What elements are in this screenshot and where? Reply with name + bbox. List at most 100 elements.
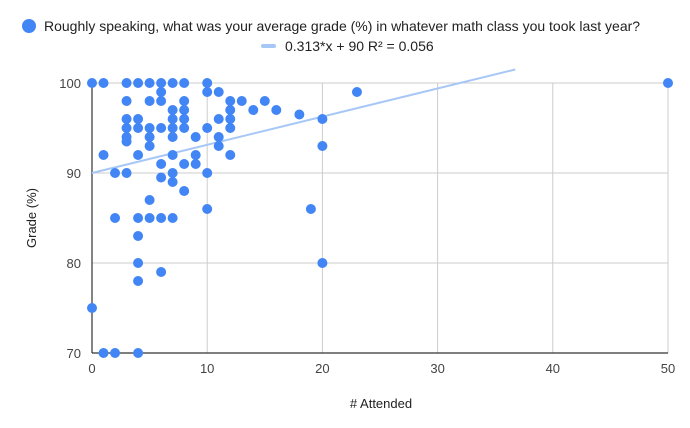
x-tick-label: 0 [88,361,95,376]
data-point [121,123,132,133]
data-points [87,78,673,358]
legend-series-label: Roughly speaking, what was your average … [44,18,640,34]
data-point [202,87,213,97]
data-point [156,172,167,183]
y-tick-label: 70 [67,346,81,361]
data-point [133,276,144,286]
data-point [110,213,121,223]
legend-trendline-label: 0.313*x + 90 R² = 0.056 [285,38,434,54]
data-point [236,96,247,106]
trendline-layer [91,68,516,174]
legend-series-marker [22,19,36,33]
data-point [179,159,190,169]
data-point [87,303,97,313]
gridlines [91,82,669,354]
data-point [121,96,132,106]
data-point [179,114,190,124]
data-point [225,150,236,160]
x-tick-label: 30 [430,361,444,376]
x-tick-label: 40 [546,361,560,376]
x-tick-label: 50 [661,361,675,376]
data-point [190,132,201,142]
data-point [663,78,673,88]
data-point [156,96,167,106]
data-point [144,141,155,151]
data-point [110,168,121,178]
data-point [98,78,109,88]
data-point [144,195,155,205]
y-tick-label: 80 [67,256,81,271]
data-point [317,258,328,268]
data-point [133,123,144,133]
data-point [167,168,178,178]
x-tick-label: 10 [200,361,214,376]
data-point [213,114,224,124]
data-point [167,78,178,88]
y-axis-title: Grade (%) [24,188,39,248]
data-point [248,105,259,115]
data-point [202,123,213,133]
data-point [133,213,144,223]
data-point [213,132,224,142]
data-point [110,348,121,358]
data-point [144,132,155,142]
data-point [225,123,236,133]
x-axis-title: # Attended [350,396,412,411]
data-point [98,348,109,358]
data-point [202,78,213,88]
data-point [121,78,132,88]
data-point [202,204,213,214]
data-point [156,87,167,97]
data-point [144,96,155,106]
data-point [144,213,155,223]
data-point [351,87,362,97]
data-point [144,123,155,133]
data-point [213,87,224,97]
data-point [87,78,97,88]
x-tick-label: 20 [315,361,329,376]
data-point [317,114,328,124]
data-point [167,150,178,160]
data-point [167,123,178,133]
legend: Roughly speaking, what was your average … [22,18,640,54]
data-point [225,96,236,106]
data-point [133,78,144,88]
data-point [225,105,236,115]
data-point [213,141,224,151]
data-point [98,150,109,160]
data-point [179,123,190,133]
data-point [259,96,270,106]
data-point [179,78,190,88]
data-point [167,177,178,187]
data-point [190,159,201,169]
axis-lines [91,83,668,354]
trendline [91,68,516,174]
y-tick-labels: 70 80 90 100 [59,76,81,361]
data-point [190,150,201,160]
data-point [305,204,316,214]
data-point [133,231,144,241]
data-point [144,78,155,88]
data-point [294,109,305,120]
data-point [202,168,213,178]
y-tick-label: 100 [59,76,81,91]
data-point [179,96,190,106]
data-point [225,114,236,124]
data-point [156,267,167,277]
data-point [133,114,144,124]
data-point [179,105,190,115]
data-point [133,150,144,160]
legend-trendline-marker [261,44,276,48]
data-point [167,213,178,223]
data-point [133,258,144,268]
data-point [317,141,328,151]
data-point [121,114,132,124]
data-point [167,105,178,115]
x-tick-labels: 0 10 20 30 40 50 [88,361,675,376]
data-point [156,213,167,223]
data-point [121,136,132,147]
data-point [167,114,178,124]
data-point [156,123,167,133]
data-point [156,78,167,88]
